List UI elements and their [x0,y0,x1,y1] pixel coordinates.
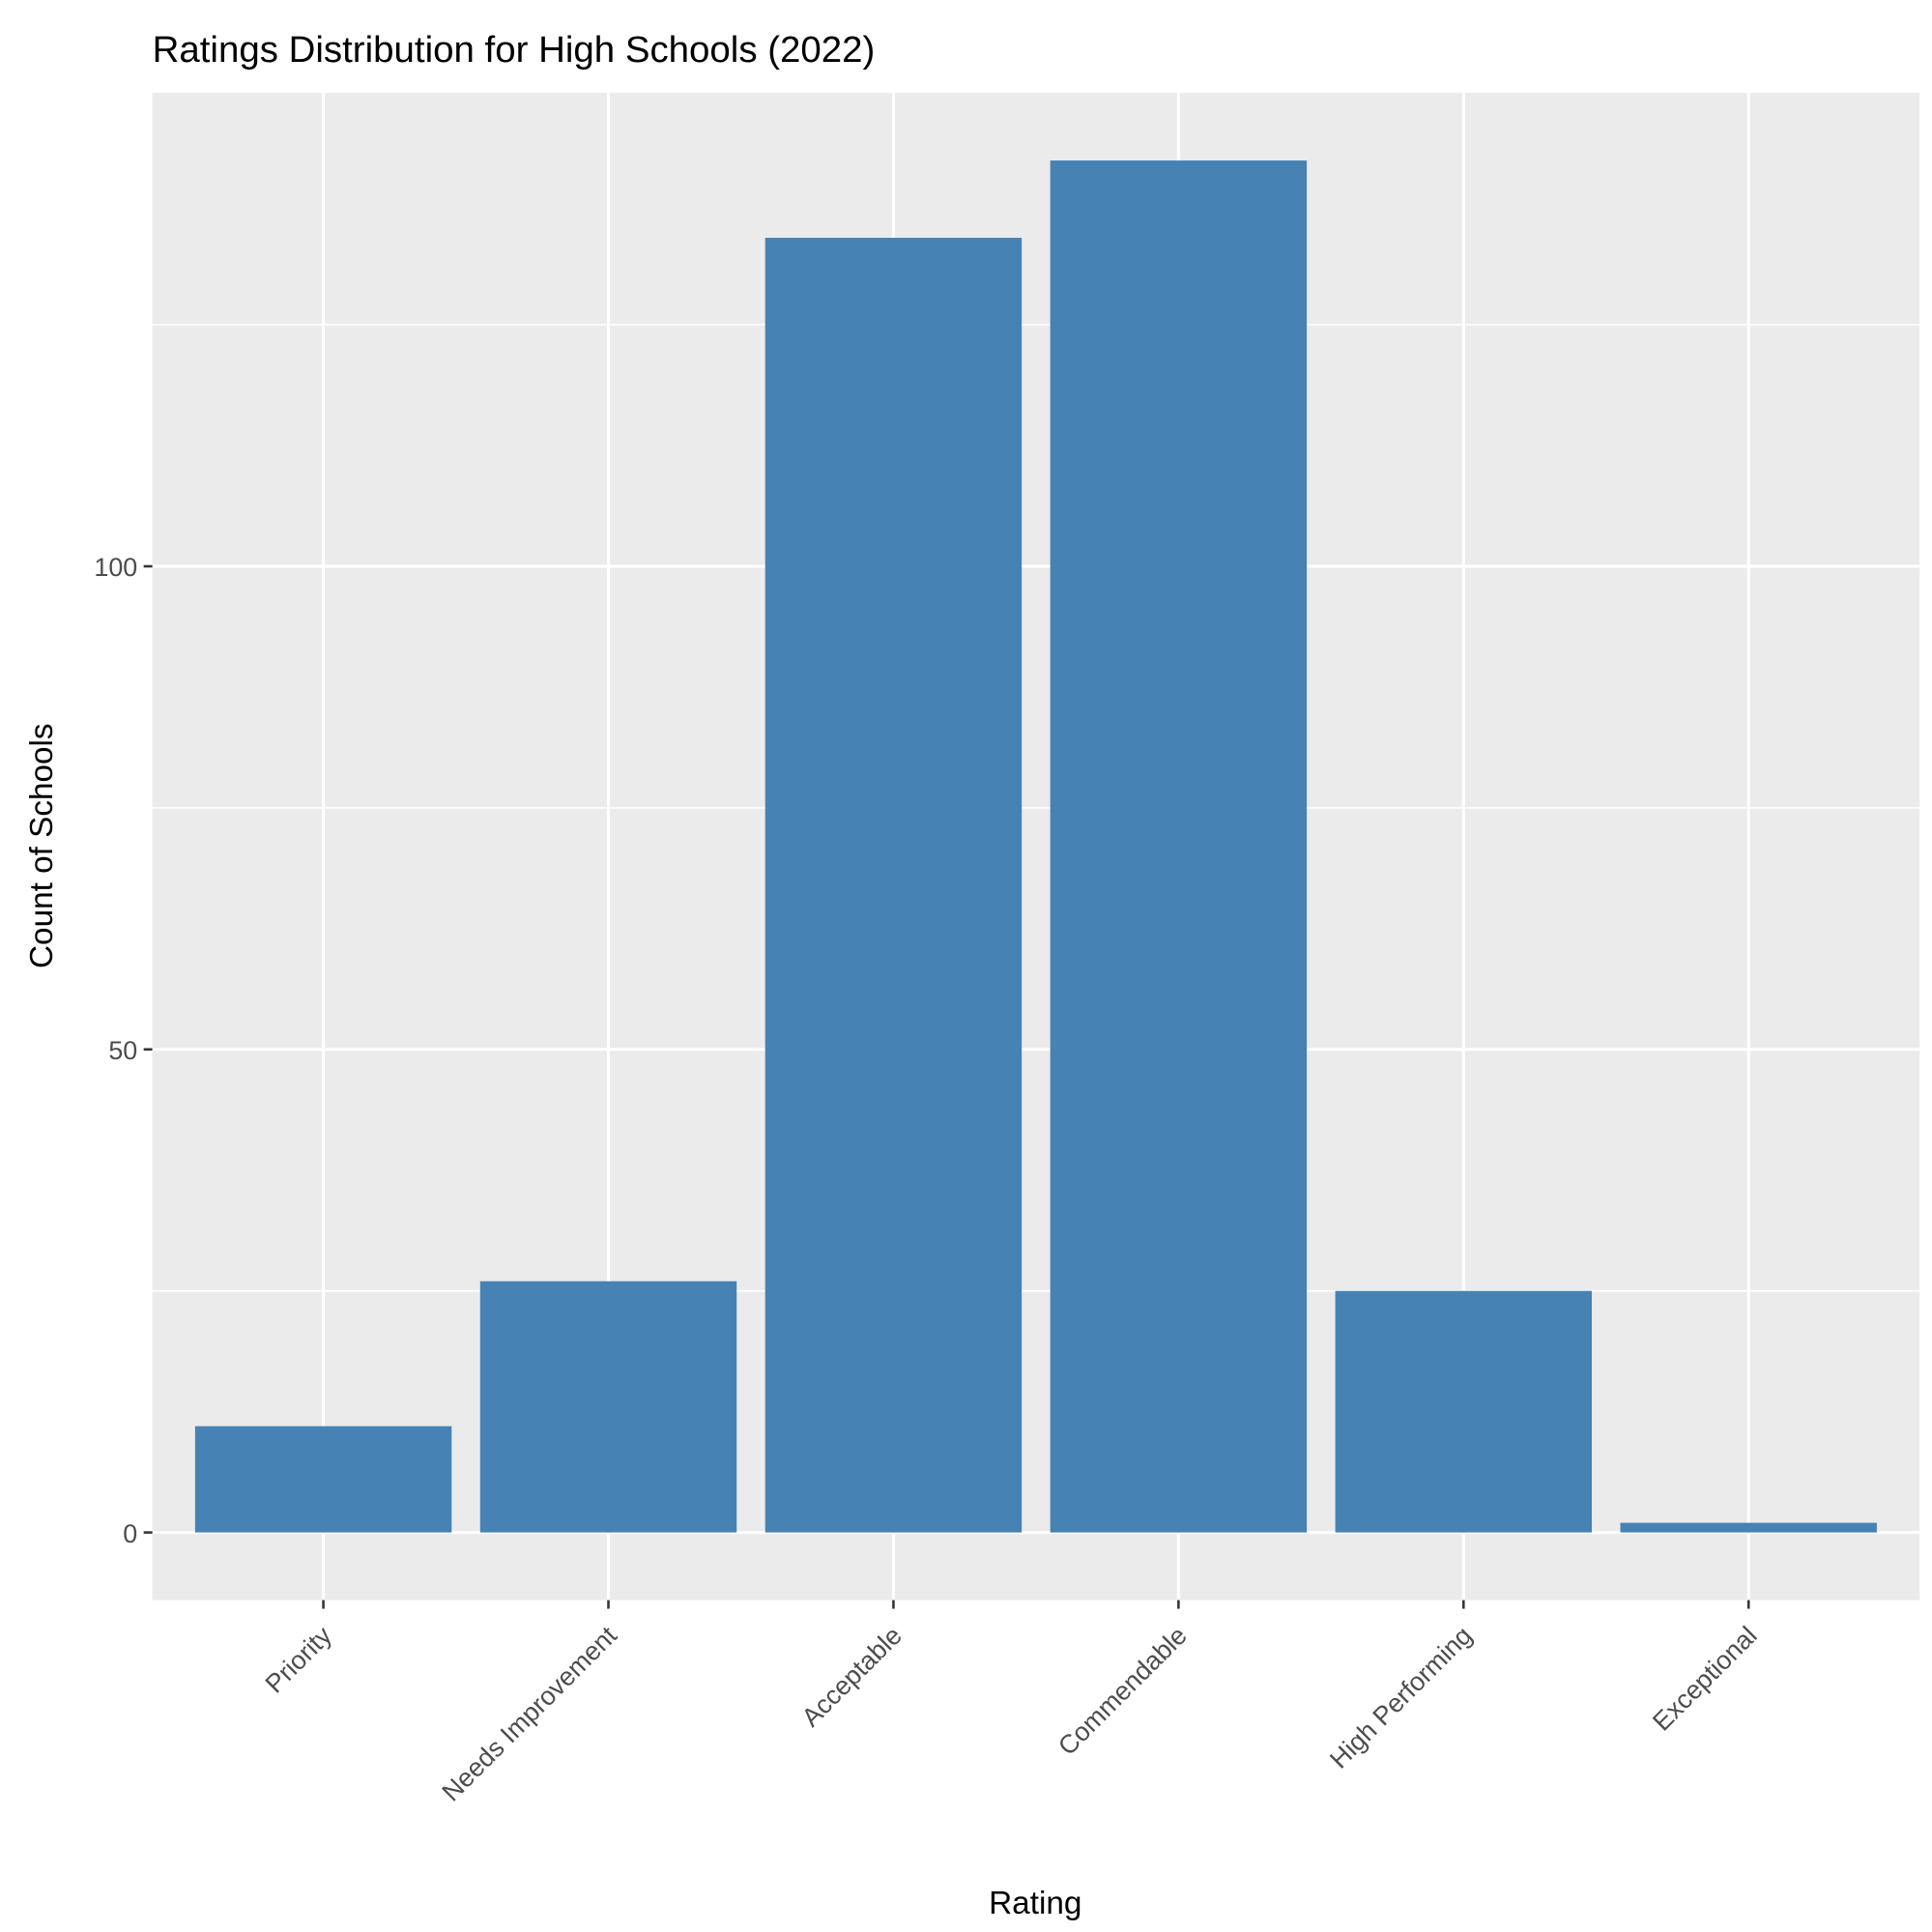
y-axis-label: Count of Schools [24,723,60,968]
x-tick-label: Exceptional [1647,1621,1763,1737]
bar-needs-improvement [479,1281,737,1533]
bar-exceptional [1620,1522,1877,1533]
x-tick-label: Needs Improvement [437,1621,623,1807]
x-tick-label: Acceptable [796,1621,908,1732]
y-tick-label: 50 [108,1036,137,1065]
x-axis-label: Rating [989,1886,1081,1921]
x-tick-label: Priority [260,1621,338,1699]
plot-panel [152,93,1920,1600]
bar-acceptable [764,238,1023,1533]
y-tick-label: 0 [123,1519,137,1548]
y-tick-label: 100 [94,553,137,582]
chart-title: Ratings Distribution for High Schools (2… [153,29,876,71]
bar-commendable [1050,160,1308,1533]
bar-priority [194,1426,452,1533]
x-tick-label: Commendable [1053,1621,1193,1761]
x-tick-label: High Performing [1324,1621,1478,1774]
bar-high-performing [1335,1290,1593,1533]
